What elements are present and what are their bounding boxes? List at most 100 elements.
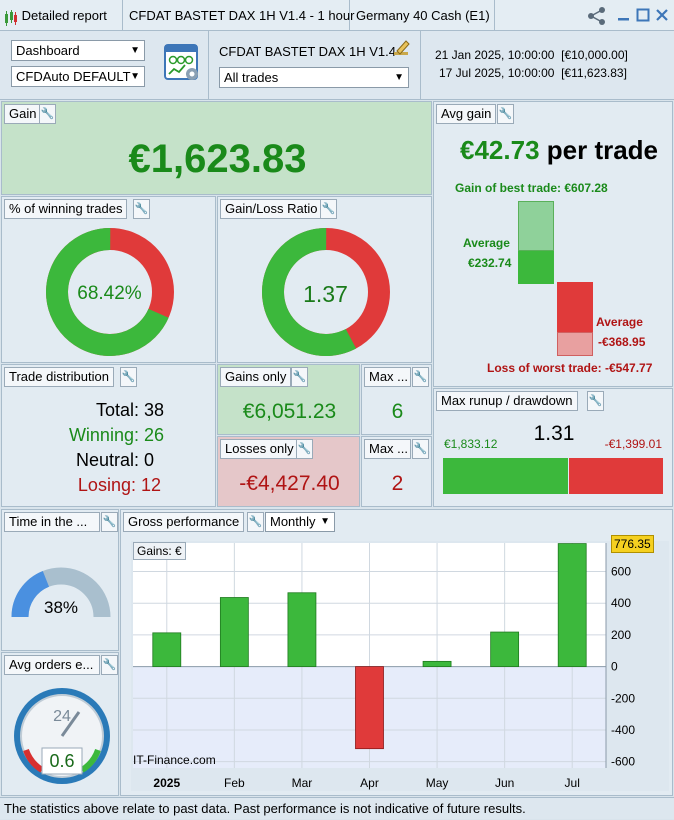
gain-value: €1,623.83 bbox=[128, 137, 307, 181]
bar-Apr[interactable] bbox=[355, 666, 384, 750]
period-select[interactable]: Monthly ▼ bbox=[265, 512, 335, 532]
account-select[interactable]: CFDAuto DEFAULT ▼ bbox=[11, 66, 145, 87]
close-icon[interactable] bbox=[655, 8, 669, 22]
time-in-market-panel: Time in the ... 🔧 38% bbox=[1, 509, 119, 651]
wrench-icon[interactable]: 🔧 bbox=[120, 367, 137, 387]
wrench-icon[interactable]: 🔧 bbox=[296, 439, 313, 459]
system-title: CFDAT BASTET DAX 1H V1.4 - 1 hour bbox=[123, 0, 354, 31]
wrench-icon[interactable]: 🔧 bbox=[39, 104, 56, 124]
trades-select[interactable]: All trades ▼ bbox=[219, 67, 409, 88]
wrench-icon[interactable]: 🔧 bbox=[587, 391, 604, 411]
donut-winning-arc bbox=[46, 228, 174, 356]
x-tick-label: Mar bbox=[292, 776, 313, 790]
avg-gain-value: €42.73 bbox=[460, 135, 540, 165]
winning-pct-header: % of winning trades bbox=[4, 199, 128, 219]
gain-header: Gain bbox=[4, 104, 42, 124]
max-drawdown: -€1,399.01 bbox=[604, 437, 662, 451]
y-tick-label: 0 bbox=[611, 660, 618, 674]
winning-pct-value: 68.42% bbox=[77, 283, 142, 304]
avg-orders-value: 0.6 bbox=[49, 751, 75, 771]
y-tick-label: -200 bbox=[611, 691, 635, 705]
wrench-icon[interactable]: 🔧 bbox=[291, 367, 308, 387]
wrench-icon[interactable]: 🔧 bbox=[101, 655, 118, 675]
x-tick-label: 2025 bbox=[153, 776, 180, 790]
runup-drawdown-panel: Max runup / drawdown 🔧 1.31 €1,833.12 -€… bbox=[433, 388, 673, 507]
wrench-icon[interactable]: 🔧 bbox=[101, 512, 118, 532]
edit-icon[interactable] bbox=[392, 38, 412, 58]
gain-panel: Gain 🔧 €1,623.83 bbox=[1, 101, 432, 195]
report-settings-icon[interactable] bbox=[164, 43, 202, 85]
max-losses-value: 2 bbox=[391, 472, 404, 495]
system-name: CFDAT BASTET DAX 1H V1.4 bbox=[219, 44, 396, 59]
bar-2025[interactable] bbox=[152, 632, 182, 667]
x-tick-label: Feb bbox=[224, 776, 245, 790]
divider bbox=[208, 31, 209, 99]
losses-only-header: Losses only bbox=[220, 439, 299, 459]
winning-trades: Winning: 26 bbox=[68, 425, 164, 445]
divider bbox=[420, 31, 421, 99]
max-wins-value: 6 bbox=[391, 400, 404, 423]
wrench-icon[interactable]: 🔧 bbox=[497, 104, 514, 124]
wrench-icon[interactable]: 🔧 bbox=[247, 512, 264, 532]
avg-win-bar bbox=[518, 251, 554, 284]
candlestick-icon bbox=[4, 7, 18, 26]
trade-distribution-header: Trade distribution bbox=[4, 367, 114, 387]
trade-distribution-panel: Trade distribution 🔧 Total: 38 Winning: … bbox=[1, 364, 216, 507]
y-axis: -600 -400 -200 0 200 400 600 bbox=[605, 543, 635, 769]
share-icon[interactable] bbox=[586, 6, 608, 26]
x-tick-label: Jul bbox=[565, 776, 580, 790]
winning-donut bbox=[46, 228, 174, 356]
bar-May[interactable] bbox=[422, 660, 452, 667]
runup-drawdown-header: Max runup / drawdown bbox=[436, 391, 578, 411]
gross-performance-chart: -600 -400 -200 0 200 400 600 2025 Feb Mar Apr May J… bbox=[131, 541, 669, 791]
losing-trades: Losing: 12 bbox=[77, 475, 161, 495]
gain-loss-ratio-panel: Gain/Loss Ratio 🔧 1.37 bbox=[217, 196, 432, 363]
current-value-badge: 776.35 bbox=[611, 534, 654, 553]
x-tick-label: Apr bbox=[360, 776, 379, 790]
gross-performance-header: Gross performance bbox=[123, 512, 245, 532]
chevron-down-icon: ▼ bbox=[130, 45, 140, 56]
y-tick-label: 200 bbox=[611, 628, 631, 642]
time-in-market-header: Time in the ... bbox=[4, 512, 100, 532]
bar-Jun[interactable] bbox=[490, 631, 520, 667]
y-tick-label: -600 bbox=[611, 755, 635, 769]
watermark: IT-Finance.com bbox=[133, 753, 216, 767]
wrench-icon[interactable]: 🔧 bbox=[412, 439, 429, 459]
control-bar: Dashboard ▼ CFDAuto DEFAULT ▼ CFDAT BASTET… bbox=[0, 31, 674, 100]
period-end: 17 Jul 2025, 10:00:00 [€11,623.83] bbox=[439, 66, 627, 80]
view-select[interactable]: Dashboard ▼ bbox=[11, 40, 145, 61]
y-tick-label: 600 bbox=[611, 565, 631, 579]
period-start: 21 Jan 2025, 10:00:00 [€10,000.00] bbox=[435, 48, 628, 62]
bar-Mar[interactable] bbox=[287, 592, 317, 667]
series-label: Gains: € bbox=[133, 542, 186, 560]
avg-orders-panel: Avg orders e... 🔧 24 0.6 bbox=[1, 652, 119, 796]
avg-loss-label: Average bbox=[596, 315, 643, 329]
total-trades: Total: 38 bbox=[95, 400, 164, 420]
avg-gain-panel: Avg gain 🔧 €42.73 per trade Gain of best… bbox=[433, 101, 673, 387]
max-losses-panel: Max ... 🔧 2 bbox=[361, 436, 432, 507]
x-tick-label: May bbox=[426, 776, 449, 790]
worst-trade-bar bbox=[557, 332, 593, 356]
losses-only-panel: Losses only 🔧 -€4,427.40 bbox=[217, 436, 360, 507]
wrench-icon[interactable]: 🔧 bbox=[133, 199, 150, 219]
time-in-market-gauge bbox=[11, 567, 111, 618]
minimize-icon[interactable] bbox=[617, 8, 631, 22]
chevron-down-icon: ▼ bbox=[394, 72, 404, 83]
x-axis: 2025 Feb Mar Apr May Jun Jul bbox=[153, 776, 579, 790]
gross-performance-panel: Gross performance 🔧 Monthly ▼ -600 -400 -20… bbox=[120, 509, 673, 796]
bar-Feb[interactable] bbox=[219, 597, 249, 667]
maximize-icon[interactable] bbox=[636, 8, 650, 22]
gain-loss-ratio-header: Gain/Loss Ratio bbox=[220, 199, 323, 219]
trades-select-value: All trades bbox=[224, 70, 279, 85]
y-tick-label: 400 bbox=[611, 596, 631, 610]
bar-Jul[interactable] bbox=[557, 543, 587, 667]
max-runup: €1,833.12 bbox=[444, 437, 498, 451]
chevron-down-icon: ▼ bbox=[130, 71, 140, 82]
wrench-icon[interactable]: 🔧 bbox=[320, 199, 337, 219]
tab-detailed-report[interactable]: Detailed report bbox=[0, 0, 123, 31]
period-select-value: Monthly bbox=[270, 514, 316, 529]
gain-loss-ratio-value: 1.37 bbox=[303, 281, 348, 307]
x-tick-label: Jun bbox=[495, 776, 514, 790]
wrench-icon[interactable]: 🔧 bbox=[412, 367, 429, 387]
runup-bar bbox=[443, 458, 568, 494]
